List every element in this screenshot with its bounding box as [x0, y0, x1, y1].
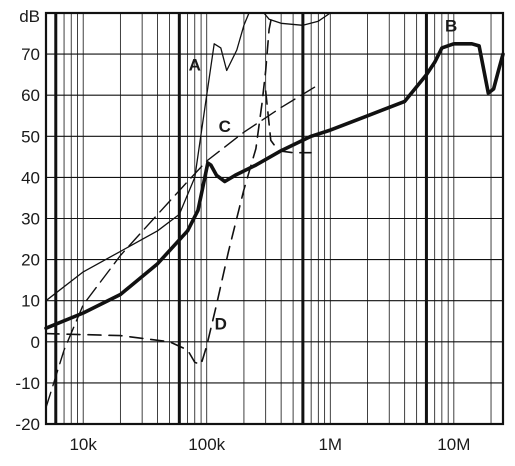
series-label-c: C [219, 117, 231, 136]
x-tick-label: 10M [437, 435, 470, 454]
y-tick-label: 0 [31, 333, 40, 352]
y-tick-label: 50 [21, 127, 40, 146]
series-label-b: B [445, 16, 457, 35]
series-line-3 [45, 84, 319, 409]
x-tick-label: 100k [188, 435, 225, 454]
series-line-2 [44, 42, 505, 330]
y-tick-label: 60 [21, 86, 40, 105]
y-tick-label: 40 [21, 168, 40, 187]
series-line-4 [45, 12, 274, 366]
y-axis-unit-label: dB [19, 7, 40, 26]
curve-label-layer: A B C D [189, 16, 458, 333]
x-tick-label: 10k [69, 435, 97, 454]
series-label-a: A [189, 56, 201, 75]
plot-frame [44, 11, 505, 426]
y-tick-label: 30 [21, 210, 40, 229]
y-tick-label: 70 [21, 45, 40, 64]
chart-grid [46, 13, 503, 424]
y-tick-label: -10 [15, 374, 40, 393]
y-tick-labels: 70 60 50 40 30 20 10 0 -10 -20 [15, 45, 40, 434]
y-tick-label: 10 [21, 292, 40, 311]
series-layer [44, 12, 505, 409]
x-tick-label: 1M [318, 435, 342, 454]
y-tick-label: -20 [15, 415, 40, 434]
series-label-d: D [215, 314, 227, 333]
series-line-1 [263, 12, 331, 26]
series-line-0 [45, 12, 250, 302]
x-tick-labels: 10k 100k 1M 10M [69, 435, 470, 454]
series-line-5 [264, 90, 312, 154]
y-tick-label: 20 [21, 251, 40, 270]
